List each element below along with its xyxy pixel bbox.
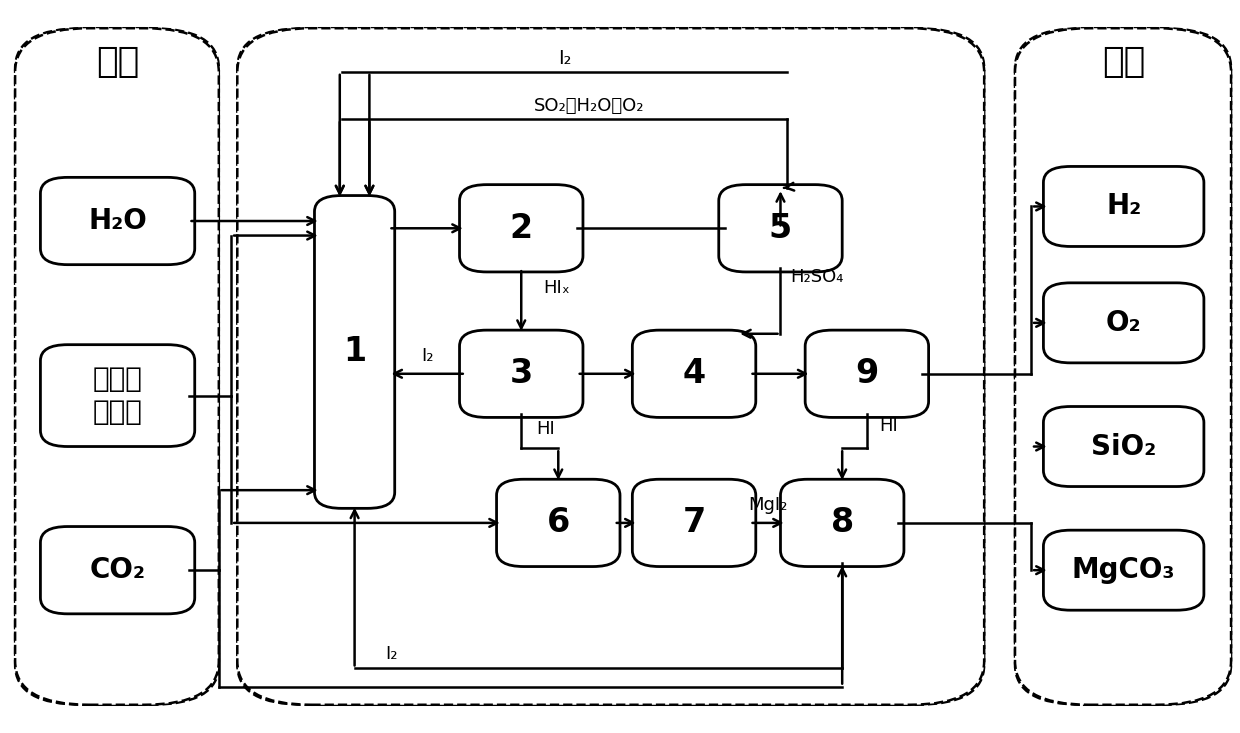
FancyBboxPatch shape <box>237 29 985 704</box>
Text: HIₓ: HIₓ <box>543 279 570 298</box>
FancyBboxPatch shape <box>460 330 583 417</box>
FancyBboxPatch shape <box>1043 530 1204 610</box>
FancyBboxPatch shape <box>1016 29 1231 704</box>
FancyBboxPatch shape <box>496 479 620 567</box>
FancyBboxPatch shape <box>41 177 195 265</box>
FancyBboxPatch shape <box>1043 166 1204 246</box>
Text: 6: 6 <box>547 507 570 539</box>
Text: H₂: H₂ <box>1106 193 1141 221</box>
FancyBboxPatch shape <box>460 185 583 272</box>
FancyBboxPatch shape <box>719 185 842 272</box>
FancyBboxPatch shape <box>632 330 756 417</box>
Text: 1: 1 <box>343 336 366 369</box>
FancyBboxPatch shape <box>315 196 394 509</box>
Text: 4: 4 <box>682 357 706 390</box>
Text: 9: 9 <box>856 357 878 390</box>
Text: I₂: I₂ <box>558 49 572 68</box>
Text: HI: HI <box>879 417 898 435</box>
Text: 3: 3 <box>510 357 533 390</box>
Text: 2: 2 <box>510 212 533 245</box>
FancyBboxPatch shape <box>632 479 756 567</box>
FancyBboxPatch shape <box>15 29 218 704</box>
FancyBboxPatch shape <box>237 29 985 704</box>
Text: H₂O: H₂O <box>88 207 148 235</box>
FancyBboxPatch shape <box>41 345 195 446</box>
Text: MgCO₃: MgCO₃ <box>1071 556 1176 584</box>
Text: I₂: I₂ <box>386 644 398 663</box>
Text: 原料: 原料 <box>95 45 139 79</box>
FancyBboxPatch shape <box>805 330 929 417</box>
FancyBboxPatch shape <box>1043 407 1204 487</box>
Text: SiO₂: SiO₂ <box>1091 432 1156 460</box>
Text: HI: HI <box>536 419 554 438</box>
Text: 8: 8 <box>831 507 854 539</box>
Text: 5: 5 <box>769 212 792 245</box>
Text: O₂: O₂ <box>1106 309 1142 337</box>
FancyBboxPatch shape <box>1016 29 1231 704</box>
Text: 7: 7 <box>682 507 706 539</box>
Text: 镁硅酸
盐矿石: 镁硅酸 盐矿石 <box>93 365 143 426</box>
Text: 产品: 产品 <box>1102 45 1146 79</box>
FancyBboxPatch shape <box>1043 283 1204 363</box>
FancyBboxPatch shape <box>15 29 218 704</box>
FancyBboxPatch shape <box>41 526 195 614</box>
FancyBboxPatch shape <box>780 479 904 567</box>
Text: H₂SO₄: H₂SO₄ <box>790 268 843 287</box>
Text: CO₂: CO₂ <box>89 556 145 584</box>
Text: SO₂、H₂O、O₂: SO₂、H₂O、O₂ <box>534 97 645 115</box>
Text: MgI₂: MgI₂ <box>749 496 787 514</box>
Text: I₂: I₂ <box>420 347 433 365</box>
